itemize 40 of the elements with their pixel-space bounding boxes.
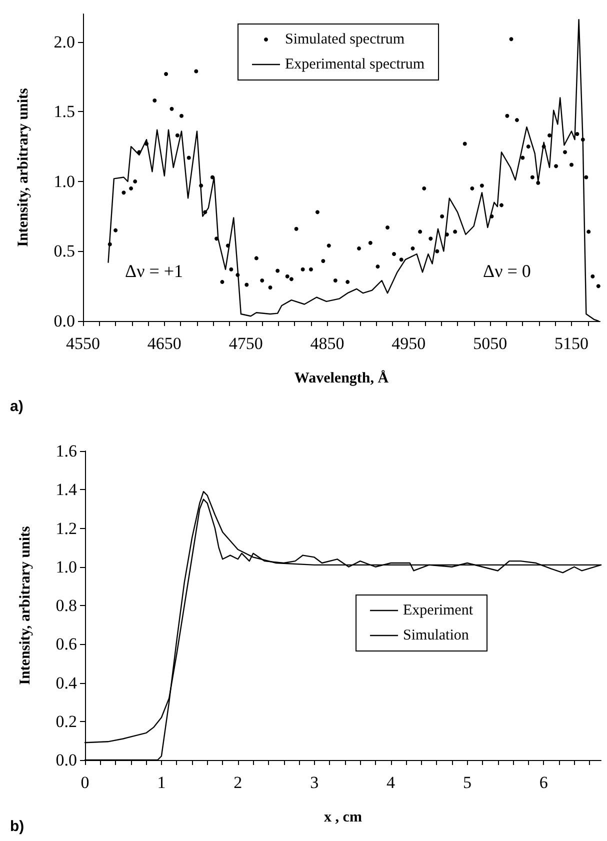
y-axis-title: Intensity, arbitrary units: [16, 88, 32, 247]
x-tick-label: 3: [310, 773, 319, 792]
y-tick-label: 1.0: [56, 557, 77, 576]
text: b): [10, 818, 24, 835]
x-tick-label: 1: [157, 773, 166, 792]
y-tick-label: 1.2: [56, 518, 77, 538]
y-tick-label: 0.8: [56, 596, 77, 615]
legend-label: Simulated spectrum: [285, 32, 405, 48]
x-tick-label: 0: [80, 773, 90, 792]
legend-label: Experiment: [403, 602, 474, 618]
x-tick-label: 4850: [310, 334, 344, 353]
y-tick-label: 0.5: [54, 242, 75, 261]
x-tick-label: 5: [462, 773, 472, 792]
x-tick-label: 4750: [228, 334, 263, 353]
x-tick-label: 4: [386, 773, 396, 792]
text: a): [10, 398, 24, 415]
y-tick-label: 1.4: [56, 480, 78, 500]
y-axis-title: Intensity, arbitrary units: [18, 526, 34, 685]
y-tick-label: 1.6: [56, 442, 77, 460]
x-tick-label: 2: [234, 773, 242, 792]
x-tick-label: 4550: [66, 334, 100, 353]
x-tick-label: 5150: [554, 334, 589, 353]
y-tick-label: 2.0: [54, 32, 75, 52]
y-tick-label: 0.0: [56, 750, 77, 770]
x-tick-label: 4650: [147, 334, 182, 353]
legend-label: Simulation: [403, 628, 470, 644]
y-tick-label: 1.0: [54, 172, 75, 191]
y-tick-label: 0.2: [56, 712, 77, 731]
x-axis-title: Wavelength, Å: [294, 370, 389, 386]
y-tick-label: 1.5: [54, 102, 75, 122]
y-tick-label: 0.6: [56, 634, 77, 654]
x-tick-label: 6: [539, 773, 548, 792]
x-tick-label: 4950: [392, 334, 426, 353]
x-tick-label: 5050: [473, 334, 508, 353]
legend-label: Experimental spectrum: [285, 56, 425, 72]
y-tick-label: 0.4: [56, 673, 78, 692]
annotation: Δν = +1: [125, 261, 184, 281]
annotation: Δν = 0: [483, 261, 531, 281]
x-axis-title: x , cm: [324, 810, 362, 826]
y-tick-label: 0.0: [54, 312, 75, 330]
